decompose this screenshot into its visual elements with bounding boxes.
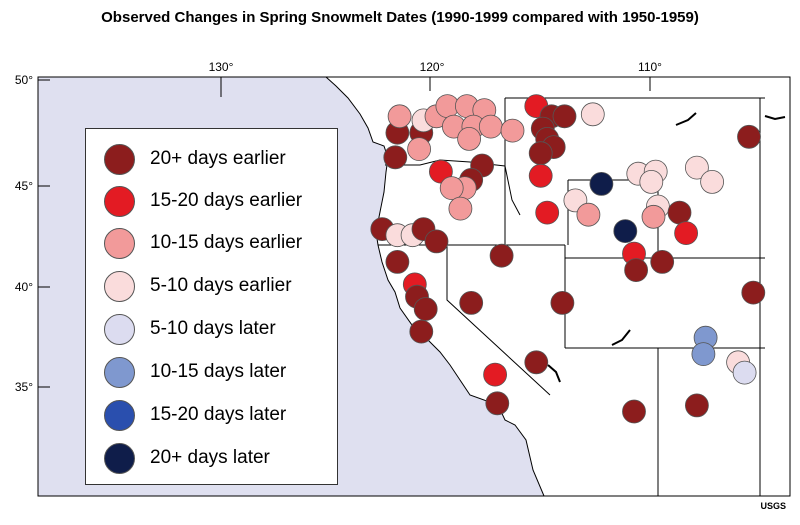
site-marker [489, 243, 514, 268]
lat-label-35: 35° [15, 380, 33, 394]
legend-label-e10: 10-15 days earlier [150, 232, 303, 253]
site-marker [639, 169, 664, 194]
legend-label-l20: 20+ days later [150, 447, 270, 468]
lon-label-130: 130° [209, 60, 234, 74]
legend-swatch-l20 [104, 442, 135, 474]
legend-item-e10: 10-15 days earlier [104, 225, 302, 261]
legend-item-l15: 15-20 days later [104, 397, 286, 433]
legend-item-e20: 20+ days earlier [104, 141, 286, 177]
site-marker [383, 145, 408, 170]
lat-label-45: 45° [15, 179, 33, 193]
site-marker [650, 249, 675, 274]
legend-label-e5: 5-10 days earlier [150, 275, 292, 296]
state-borders [378, 97, 765, 496]
site-marker [624, 258, 648, 283]
site-marker [457, 126, 482, 151]
site-marker [685, 393, 709, 418]
site-marker [385, 249, 410, 274]
site-marker [500, 118, 525, 143]
legend-item-e5: 5-10 days earlier [104, 268, 292, 304]
legend-label-e15: 15-20 days earlier [150, 190, 303, 211]
site-marker [448, 196, 473, 221]
site-marker [424, 229, 449, 254]
graticule-ticks [38, 77, 651, 388]
site-marker [674, 221, 698, 246]
site-marker [589, 171, 614, 196]
legend-item-l20: 20+ days later [104, 440, 270, 476]
site-marker [737, 124, 761, 149]
site-marker [732, 360, 757, 385]
lakes [547, 112, 786, 383]
legend-swatch-l5 [104, 313, 135, 345]
legend-label-l5: 5-10 days later [150, 318, 276, 339]
legend: 20+ days earlier 15-20 days earlier 10-1… [85, 128, 338, 485]
legend-label-e20: 20+ days earlier [150, 148, 286, 169]
source-credit: USGS [760, 501, 786, 511]
legend-swatch-e20 [104, 143, 135, 175]
lat-label-50: 50° [15, 73, 33, 87]
lon-label-120: 120° [420, 60, 445, 74]
site-marker [550, 290, 575, 315]
site-marker [622, 399, 646, 424]
legend-item-l10: 10-15 days later [104, 354, 286, 390]
lon-label-110: 110° [638, 60, 662, 74]
site-marker [478, 114, 503, 139]
site-markers [370, 94, 766, 424]
site-marker [483, 362, 508, 387]
legend-swatch-e5 [104, 270, 135, 302]
map-title: Observed Changes in Spring Snowmelt Date… [101, 9, 699, 26]
lat-label-40: 40° [15, 280, 33, 294]
legend-swatch-l10 [104, 356, 135, 388]
legend-swatch-l15 [104, 399, 135, 431]
site-marker [485, 391, 510, 416]
site-marker [552, 104, 577, 129]
site-marker [439, 176, 464, 201]
site-marker [409, 319, 434, 344]
site-marker [641, 204, 666, 229]
legend-item-e15: 15-20 days earlier [104, 183, 302, 219]
site-marker [685, 155, 709, 180]
site-marker [459, 290, 484, 315]
site-marker [524, 350, 549, 375]
site-marker [580, 102, 605, 127]
site-marker [667, 200, 692, 225]
site-marker [700, 169, 724, 194]
site-marker [691, 342, 716, 367]
legend-label-l15: 15-20 days later [150, 404, 287, 425]
site-marker [528, 163, 553, 188]
longitude-labels: 130° 120° 110° [209, 60, 663, 74]
site-marker [407, 137, 432, 162]
latitude-labels: 50° 45° 40° 35° [15, 73, 33, 394]
site-marker [535, 200, 560, 225]
legend-swatch-e10 [104, 227, 135, 259]
site-marker [528, 141, 553, 166]
legend-swatch-e15 [104, 185, 135, 217]
site-marker [741, 280, 766, 305]
legend-item-l5: 5-10 days later [104, 311, 276, 347]
site-marker [576, 202, 601, 227]
legend-label-l10: 10-15 days later [150, 361, 287, 382]
site-marker [413, 297, 438, 321]
site-marker [387, 104, 412, 129]
site-marker [613, 219, 638, 244]
